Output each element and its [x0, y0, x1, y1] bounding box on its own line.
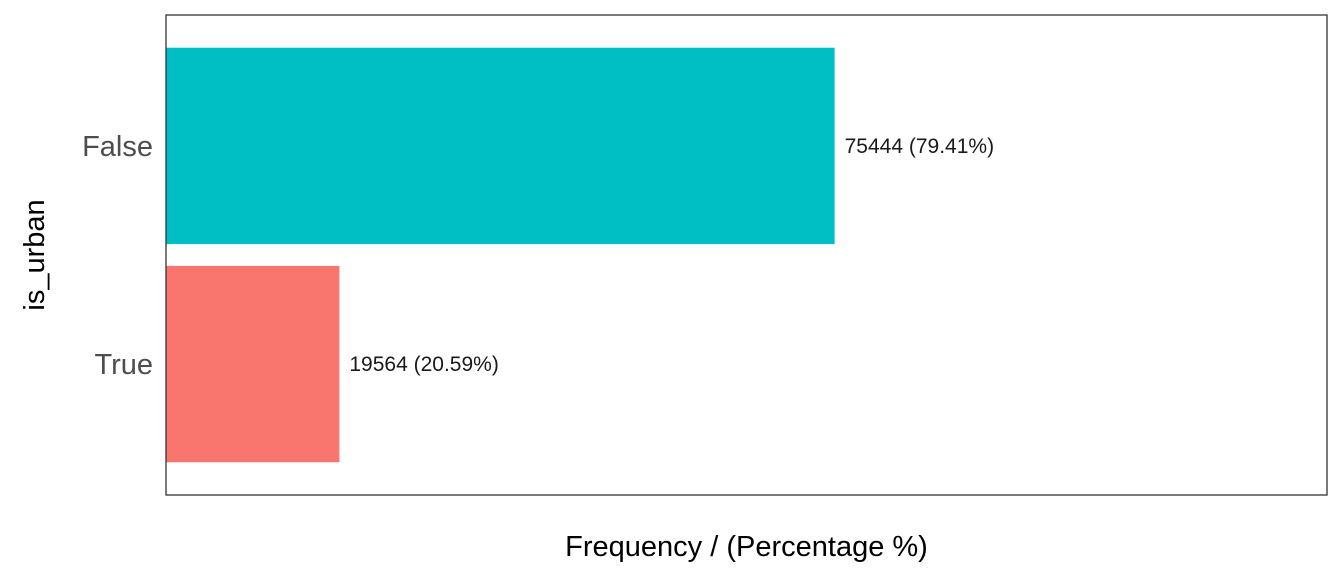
category-label-true: True: [94, 349, 153, 381]
category-labels-group: False True: [82, 131, 153, 381]
y-axis-title: is_urban: [19, 199, 51, 310]
category-label-false: False: [82, 131, 153, 163]
data-label-true: 19564 (20.59%): [349, 353, 498, 376]
data-labels-group: 75444 (79.41%) 19564 (20.59%): [349, 135, 994, 376]
x-axis-title: Frequency / (Percentage %): [565, 531, 928, 563]
bar-true: [166, 265, 340, 463]
bars-group: [166, 47, 835, 463]
bar-false: [166, 47, 835, 245]
data-label-false: 75444 (79.41%): [845, 135, 994, 158]
plot-frame: [165, 14, 1328, 496]
